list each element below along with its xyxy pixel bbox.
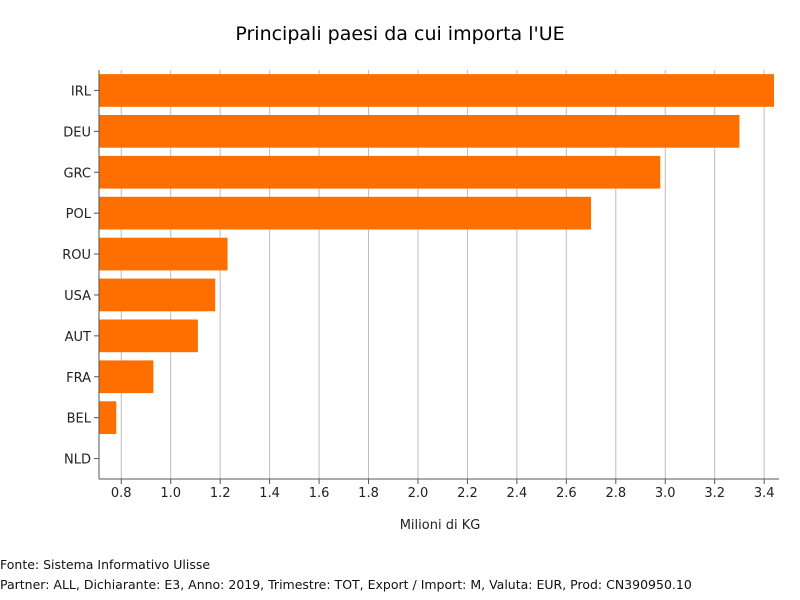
axes: 0.8 1.0 1.2 1.4 1.6 1.8 2.0 2.2 2.4 2.6 2.8 3.0 3.2 3… (62, 70, 779, 501)
bar-aut (99, 319, 198, 353)
bar-bel (99, 401, 117, 435)
category-label: NLD (64, 453, 91, 468)
category-label: IRL (71, 84, 92, 99)
x-tick-label: 3.0 (655, 486, 676, 501)
x-tick-label: 3.2 (704, 486, 725, 501)
category-label: AUT (65, 330, 91, 345)
category-label: BEL (67, 412, 92, 427)
category-label: USA (64, 289, 91, 304)
category-label: POL (66, 207, 92, 222)
x-tick-label: 1.2 (210, 486, 231, 501)
bar-fra (99, 360, 154, 394)
bars (99, 74, 775, 435)
x-tick-label: 1.0 (160, 486, 181, 501)
bar-pol (99, 196, 592, 230)
x-axis-title: Milioni di KG (400, 518, 481, 533)
x-tick-label: 1.8 (358, 486, 379, 501)
x-tick-label: 2.0 (408, 486, 429, 501)
x-tick-label: 2.4 (507, 486, 528, 501)
category-label: DEU (63, 125, 91, 140)
category-label: ROU (62, 248, 91, 263)
x-tick-label: 0.8 (111, 486, 132, 501)
bar-grc (99, 155, 661, 189)
bar-rou (99, 237, 228, 271)
category-label: GRC (63, 166, 91, 181)
x-tick-label: 1.6 (309, 486, 330, 501)
parameters-note: Partner: ALL, Dichiarante: E3, Anno: 201… (0, 577, 692, 592)
bar-deu (99, 114, 740, 148)
x-tick-label: 2.2 (457, 486, 478, 501)
x-tick-label: 1.4 (259, 486, 280, 501)
x-tick-label: 2.6 (556, 486, 577, 501)
bar-irl (99, 74, 775, 107)
source-note: Fonte: Sistema Informativo Ulisse (0, 557, 211, 572)
x-tick-label: 3.4 (754, 486, 775, 501)
category-label: FRA (66, 371, 91, 386)
chart-title: Principali paesi da cui importa l'UE (235, 23, 564, 45)
bar-usa (99, 278, 216, 312)
x-tick-label: 2.8 (605, 486, 626, 501)
